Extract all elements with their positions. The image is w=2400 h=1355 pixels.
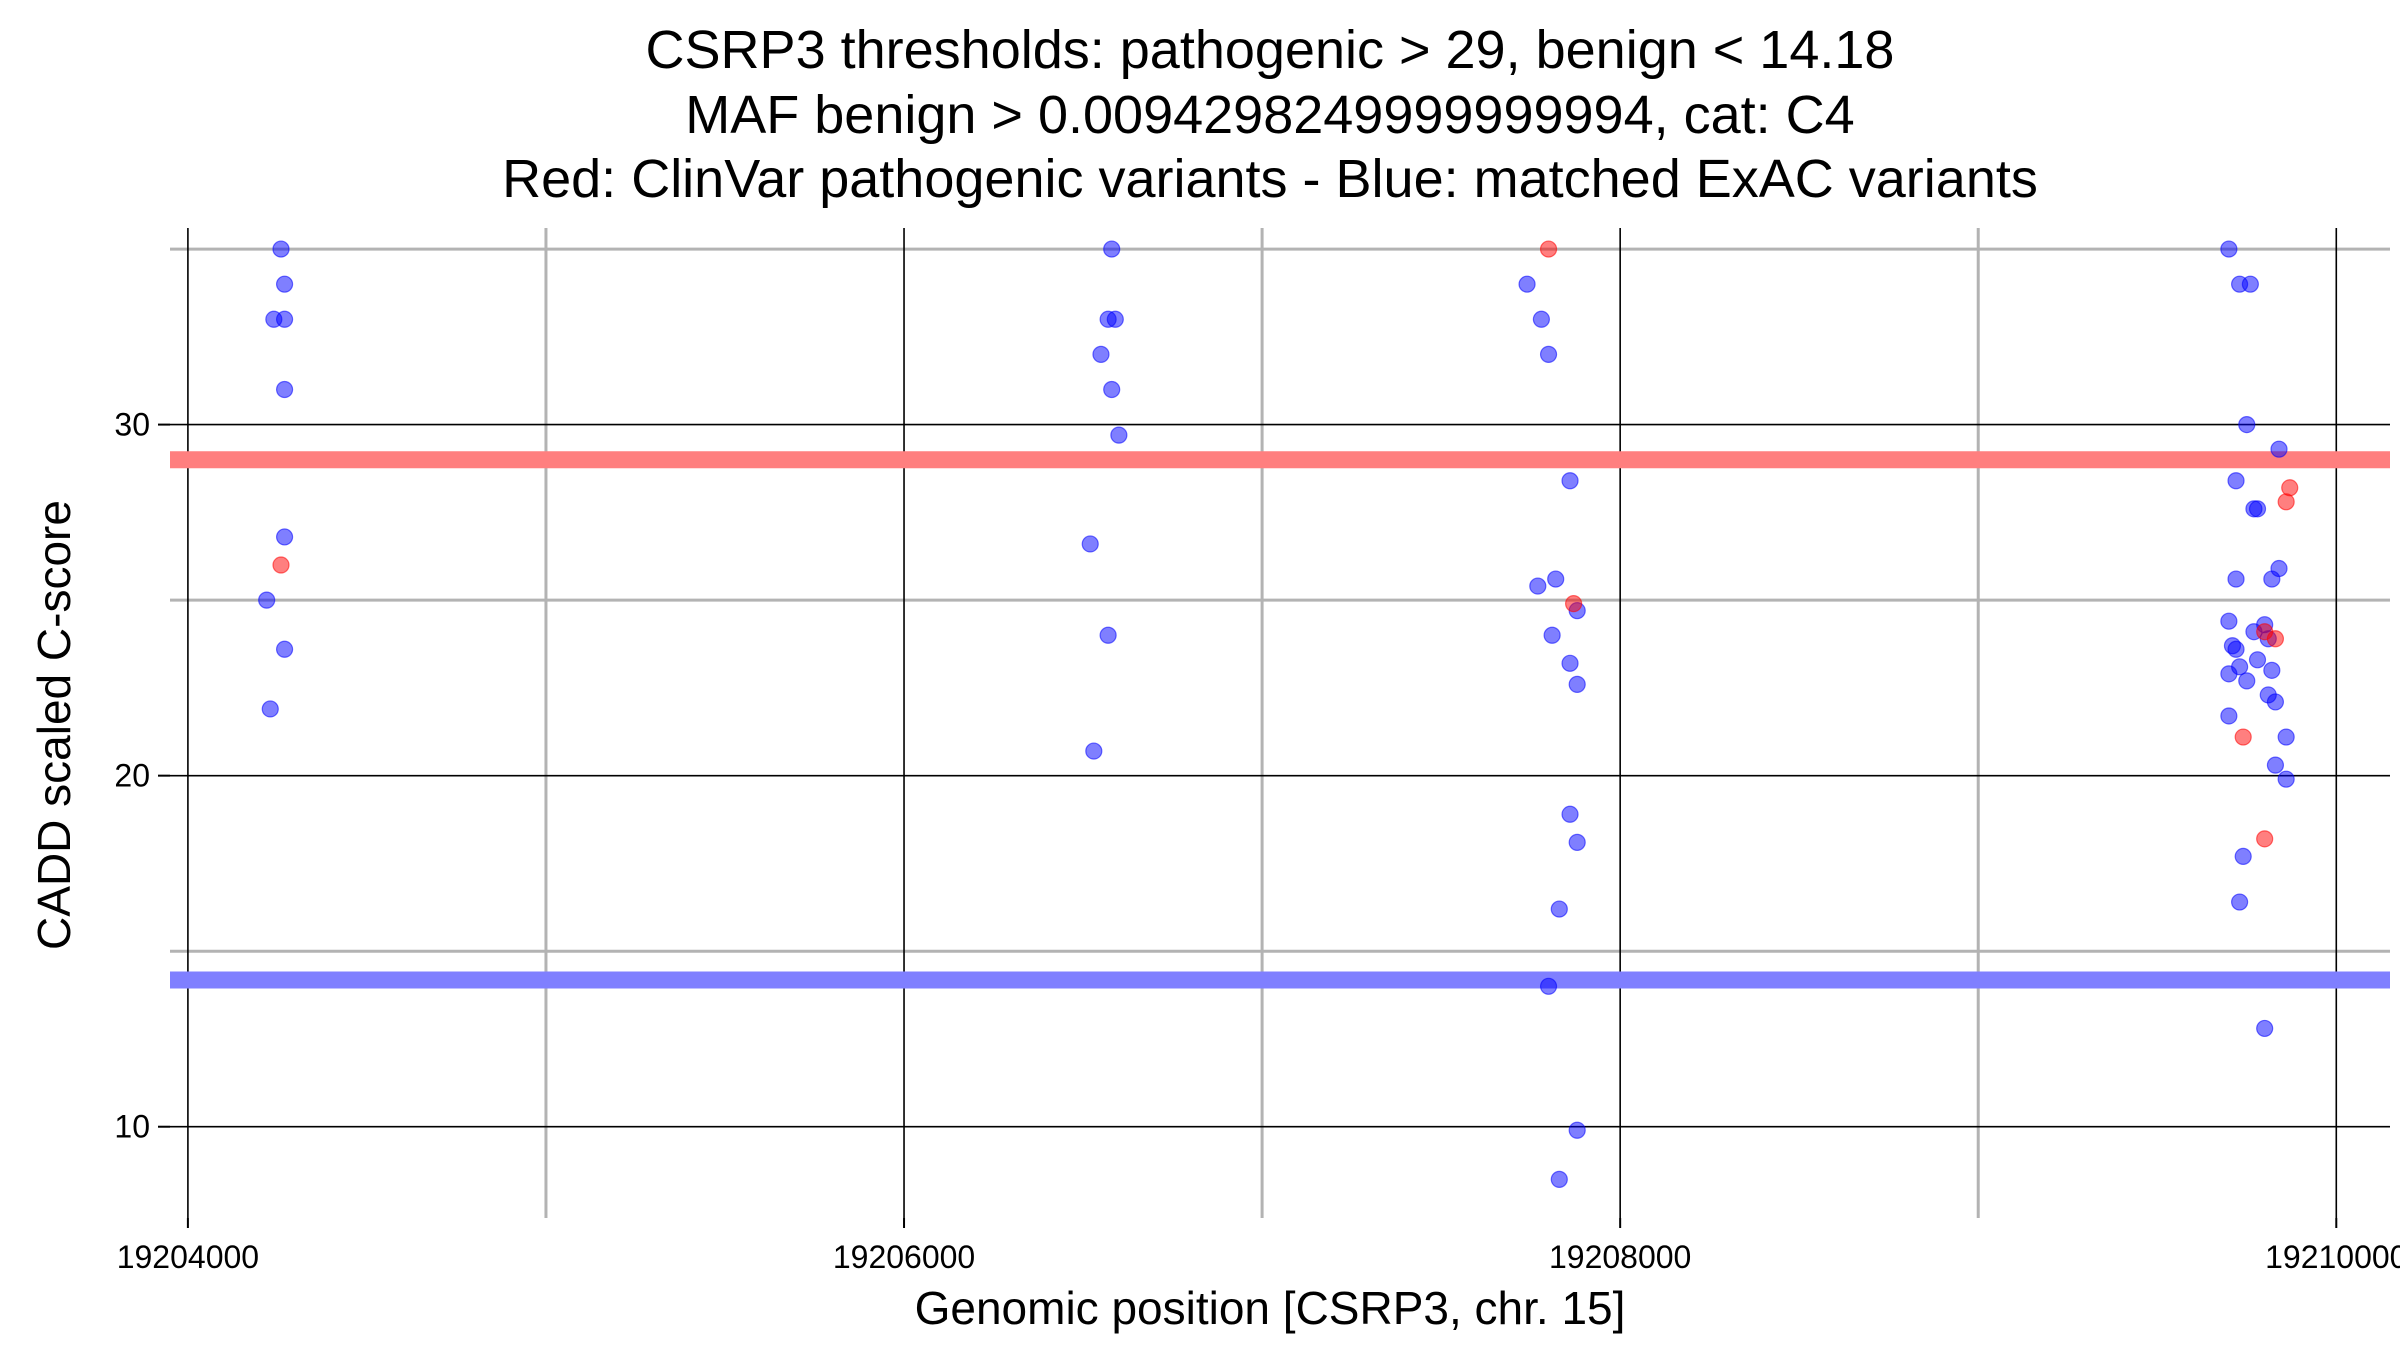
- data-point-exac: [1518, 275, 1536, 293]
- data-point-exac: [2238, 415, 2256, 434]
- data-point-exac: [2277, 728, 2295, 746]
- data-point-exac: [2266, 693, 2285, 711]
- data-point-exac: [2263, 570, 2281, 588]
- data-point-exac: [1568, 1121, 1586, 1139]
- data-point-exac: [2227, 472, 2245, 490]
- x-axis-ticks: 19204000 19206000 19208000 19210000: [117, 1218, 2400, 1275]
- chart-title-line-2: MAF benign > 0.0094298249999999994, cat:…: [685, 85, 1854, 145]
- data-point-exac: [1103, 380, 1121, 399]
- data-point-clinvar: [1565, 595, 1583, 613]
- data-point-exac: [1081, 535, 1099, 553]
- data-point-exac: [1561, 654, 1579, 672]
- data-point-exac: [258, 591, 276, 609]
- data-point-exac: [1110, 426, 1128, 444]
- x-tick-label: 19206000: [833, 1239, 975, 1275]
- data-point-exac: [1547, 570, 1565, 588]
- data-point-exac: [2256, 1019, 2274, 1038]
- data-point-exac: [1561, 472, 1579, 490]
- data-point-exac: [2270, 440, 2288, 458]
- y-tick-label: 30: [114, 407, 150, 443]
- data-point-exac: [2234, 847, 2252, 866]
- threshold-lines: [170, 451, 2390, 989]
- data-point-exac: [1106, 310, 1124, 328]
- data-point-exac: [1092, 345, 1110, 363]
- grid-major: [170, 228, 2390, 1218]
- data-point-exac: [1561, 805, 1579, 823]
- data-point-clinvar: [2277, 493, 2295, 511]
- data-point-exac: [2238, 672, 2256, 690]
- y-axis-ticks: 10 20 30: [114, 407, 170, 1145]
- data-point-exac: [2248, 500, 2267, 518]
- y-tick-label: 20: [114, 758, 150, 794]
- data-point-exac: [1532, 310, 1550, 328]
- data-point-clinvar: [1539, 240, 1558, 258]
- data-point-clinvar: [2234, 728, 2252, 746]
- data-point-exac: [275, 640, 294, 658]
- data-point-exac: [2263, 661, 2281, 679]
- data-point-clinvar: [2266, 630, 2285, 648]
- data-point-exac: [1539, 977, 1558, 995]
- data-point-exac: [2220, 612, 2238, 630]
- chart-title-line-3: Red: ClinVar pathogenic variants - Blue:…: [502, 149, 2038, 209]
- data-point-exac: [275, 275, 294, 293]
- data-point-exac: [1550, 900, 1568, 918]
- data-point-exac: [1568, 675, 1586, 693]
- chart-title-line-1: CSRP3 thresholds: pathogenic > 29, benig…: [646, 20, 1895, 80]
- data-point-clinvar: [2256, 830, 2274, 848]
- data-point-exac: [2220, 240, 2238, 258]
- data-point-exac: [2227, 640, 2245, 658]
- data-point-exac: [1568, 833, 1586, 851]
- data-point-exac: [275, 380, 294, 399]
- data-point-exac: [2266, 756, 2285, 774]
- data-point-exac: [1085, 742, 1103, 760]
- data-point-exac: [261, 700, 279, 718]
- data-point-exac: [2220, 707, 2238, 725]
- data-point-clinvar: [2281, 479, 2299, 497]
- data-point-exac: [1543, 626, 1561, 644]
- data-point-exac: [2241, 275, 2259, 293]
- data-point-exac: [275, 528, 294, 546]
- data-point-exac: [1539, 345, 1558, 363]
- x-tick-label: 19208000: [1549, 1239, 1691, 1275]
- data-point-exac: [2277, 770, 2295, 788]
- grid-minor: [170, 228, 2390, 1218]
- chart-title: CSRP3 thresholds: pathogenic > 29, benig…: [502, 20, 2038, 209]
- data-point-exac: [2248, 651, 2267, 669]
- data-points: [258, 240, 2299, 1188]
- data-point-exac: [2227, 570, 2245, 588]
- data-point-exac: [1529, 577, 1547, 595]
- x-axis-label: Genomic position [CSRP3, chr. 15]: [915, 1282, 1626, 1334]
- data-point-exac: [272, 240, 290, 258]
- data-point-exac: [2231, 893, 2249, 911]
- data-point-exac: [1099, 626, 1117, 644]
- y-axis-label: CADD scaled C-score: [28, 500, 80, 950]
- data-point-exac: [1550, 1170, 1568, 1188]
- data-point-exac: [275, 310, 294, 328]
- y-tick-label: 10: [114, 1109, 150, 1145]
- data-point-exac: [2220, 665, 2238, 683]
- x-tick-label: 19210000: [2265, 1239, 2400, 1275]
- x-tick-label: 19204000: [117, 1239, 259, 1275]
- data-point-exac: [1103, 240, 1121, 258]
- data-point-clinvar: [272, 556, 290, 574]
